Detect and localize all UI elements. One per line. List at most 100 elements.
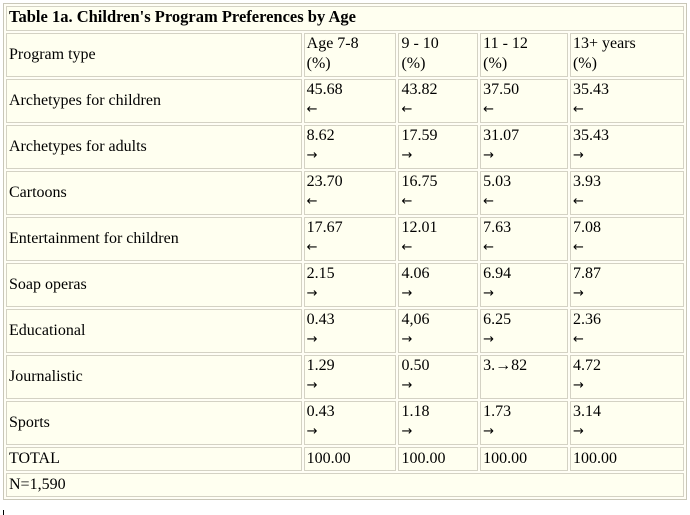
cell-value: 35.43 (572, 127, 609, 144)
trend-arrow-icon: ← (572, 102, 584, 117)
value-cell: 31.07 → (480, 125, 568, 169)
cell-value: 12.01 (401, 219, 438, 236)
value-cell: 3.→82 (480, 355, 568, 399)
cell-value: 37.50 (483, 81, 520, 98)
value-cell: 1.29 → (303, 355, 397, 399)
trend-arrow-icon: → (306, 148, 318, 163)
value-cell: 45.68 ← (303, 79, 397, 123)
table-row: Soap operas 2.15 → 4.06 → 6.94 → 7.87 → (6, 263, 684, 307)
value-cell: 4.06 → (398, 263, 479, 307)
trend-arrow-icon: → (401, 286, 413, 301)
table-row: Entertainment for children 17.67 ← 12.01 ← 7.… (6, 217, 684, 261)
value-cell: 1.73 → (480, 401, 568, 445)
trend-arrow-icon: → (483, 148, 495, 163)
value-cell: 23.70 ← (303, 171, 397, 215)
cell-value: 3.→82 (483, 357, 528, 374)
trend-arrow-icon: ← (401, 240, 413, 255)
cell-value: 43.82 (401, 81, 438, 98)
value-cell: 7.63 ← (480, 217, 568, 261)
trend-arrow-icon: ← (483, 102, 495, 117)
value-cell: 35.43 ← (569, 79, 684, 123)
table-row: Educational 0.43 → 4,06 → 6.25 → 2.36 ← (6, 309, 684, 353)
value-cell: 3.93 ← (569, 171, 684, 215)
trend-arrow-icon: ← (306, 102, 318, 117)
trend-arrow-icon: → (306, 286, 318, 301)
cell-value: 2.15 (306, 265, 335, 282)
value-cell: 4.72 → (569, 355, 684, 399)
header-age-7-8: Age 7-8 (%) (303, 33, 397, 77)
cell-value: 0.50 (401, 357, 430, 374)
cell-value: 4,06 (401, 311, 430, 328)
cell-value: 6.25 (483, 311, 512, 328)
cell-value: 1.18 (401, 403, 430, 420)
value-cell: 12.01 ← (398, 217, 479, 261)
value-cell: 7.87 → (569, 263, 684, 307)
total-label: TOTAL (6, 447, 302, 471)
trend-arrow-icon: ← (401, 194, 413, 209)
trend-arrow-icon: → (401, 424, 413, 439)
cell-value: 31.07 (483, 127, 520, 144)
value-cell: 3.14 → (569, 401, 684, 445)
table-row: Sports 0.43 → 1.18 → 1.73 → 3.14 → (6, 401, 684, 445)
table-row: Archetypes for adults 8.62 → 17.59 → 31.07 → 35… (6, 125, 684, 169)
cell-value: 7.87 (572, 265, 601, 282)
value-cell: 16.75 ← (398, 171, 479, 215)
trend-arrow-icon: ← (483, 240, 495, 255)
trend-arrow-icon: → (483, 332, 495, 347)
value-cell: 43.82 ← (398, 79, 479, 123)
trend-arrow-icon: → (572, 148, 584, 163)
trend-arrow-icon: ← (572, 332, 584, 347)
header-age-13-plus: 13+ years (%) (569, 33, 684, 77)
value-cell: 4,06 → (398, 309, 479, 353)
trend-arrow-icon: → (401, 148, 413, 163)
value-cell: 2.15 → (303, 263, 397, 307)
trend-arrow-icon: ← (572, 240, 584, 255)
value-cell: 35.43 → (569, 125, 684, 169)
cell-value: 7.63 (483, 219, 512, 236)
row-label: Archetypes for children (6, 79, 302, 123)
value-cell: 5.03 ← (480, 171, 568, 215)
cell-value: 4.72 (572, 357, 601, 374)
value-cell: 2.36 ← (569, 309, 684, 353)
cell-value: 23.70 (306, 173, 343, 190)
row-label: Cartoons (6, 171, 302, 215)
cell-value: 6.94 (483, 265, 512, 282)
text-cursor (3, 510, 4, 515)
trend-arrow-icon: ← (401, 102, 413, 117)
sample-size-note: N=1,590 (6, 473, 684, 497)
value-cell: 6.94 → (480, 263, 568, 307)
cell-value: 7.08 (572, 219, 601, 236)
trend-arrow-icon: → (483, 286, 495, 301)
cell-value: 17.67 (306, 219, 343, 236)
trend-arrow-icon: → (483, 424, 495, 439)
trend-arrow-icon: → (306, 378, 318, 393)
cell-value: 17.59 (401, 127, 438, 144)
value-cell: 6.25 → (480, 309, 568, 353)
preferences-table: Table 1a. Children's Program Preferences… (3, 3, 687, 500)
trend-arrow-icon: ← (483, 194, 495, 209)
value-cell: 7.08 ← (569, 217, 684, 261)
table-row: Cartoons 23.70 ← 16.75 ← 5.03 ← 3.93 ← (6, 171, 684, 215)
row-label: Entertainment for children (6, 217, 302, 261)
trend-arrow-icon: → (572, 424, 584, 439)
value-cell: 1.18 → (398, 401, 479, 445)
row-label: Journalistic (6, 355, 302, 399)
trend-arrow-icon: → (306, 332, 318, 347)
value-cell: 17.67 ← (303, 217, 397, 261)
total-value: 100.00 (480, 447, 568, 471)
value-cell: 0.50 → (398, 355, 479, 399)
cell-value: 3.93 (572, 173, 601, 190)
trend-arrow-icon: ← (572, 194, 584, 209)
cell-value: 1.73 (483, 403, 512, 420)
value-cell: 0.43 → (303, 309, 397, 353)
cell-value: 8.62 (306, 127, 335, 144)
value-cell: 0.43 → (303, 401, 397, 445)
table-caption: Table 1a. Children's Program Preferences… (6, 6, 684, 31)
cell-value: 2.36 (572, 311, 601, 328)
table-body: Archetypes for children 45.68 ← 43.82 ← 37.50… (6, 79, 684, 445)
total-value: 100.00 (303, 447, 397, 471)
header-program-type: Program type (6, 33, 302, 77)
value-cell: 8.62 → (303, 125, 397, 169)
cell-value: 0.43 (306, 311, 335, 328)
cell-value: 4.06 (401, 265, 430, 282)
